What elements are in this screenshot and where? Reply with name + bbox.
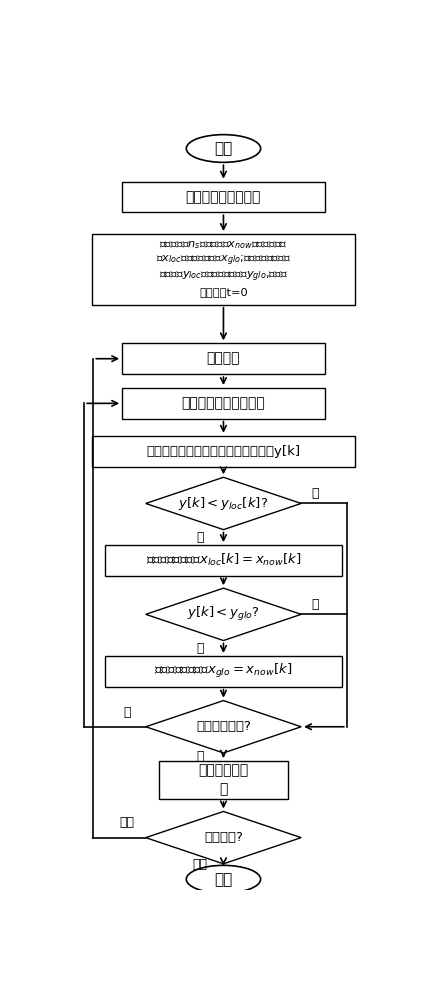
Text: 是: 是 (196, 750, 204, 763)
Text: 更新全局最优位置$x_{glo}=x_{now}[k]$: 更新全局最优位置$x_{glo}=x_{now}[k]$ (154, 662, 293, 680)
Text: 优适应度$y_{loc}$、全局最优适应度$y_{glo}$,初始化: 优适应度$y_{loc}$、全局最优适应度$y_{glo}$,初始化 (159, 269, 288, 284)
Bar (122, 182, 325, 212)
Bar (122, 343, 325, 374)
Text: 是: 是 (196, 531, 204, 544)
Text: 粒子遍历完成?: 粒子遍历完成? (196, 720, 251, 733)
Text: 是: 是 (196, 642, 204, 655)
Text: 否: 否 (311, 598, 318, 611)
Text: 收敛: 收敛 (192, 858, 207, 871)
Text: 完成: 完成 (215, 872, 232, 887)
Ellipse shape (186, 135, 261, 162)
Bar (92, 436, 355, 467)
Bar (105, 545, 342, 576)
Polygon shape (146, 588, 301, 641)
Ellipse shape (186, 865, 261, 893)
Polygon shape (146, 701, 301, 753)
Bar (92, 234, 355, 305)
Text: $y[k]<y_{loc}[k]$?: $y[k]<y_{loc}[k]$? (178, 495, 269, 512)
Text: 否: 否 (311, 487, 318, 500)
Text: 迭代次数t=0: 迭代次数t=0 (199, 287, 248, 297)
Text: 置$x_{loc}$、全局最优位置$x_{glo}$;计算并保存个体最: 置$x_{loc}$、全局最优位置$x_{glo}$;计算并保存个体最 (156, 254, 291, 268)
Text: 初始化种群$n_s$、当前位置$x_{now}$、个体最优位: 初始化种群$n_s$、当前位置$x_{now}$、个体最优位 (159, 239, 288, 251)
Text: 依次逐个遍历种群粒子: 依次逐个遍历种群粒子 (181, 396, 266, 410)
Text: $y[k]<y_{glo}$?: $y[k]<y_{glo}$? (187, 605, 260, 623)
Polygon shape (146, 811, 301, 864)
Text: 迭代: 迭代 (119, 816, 135, 829)
Text: 计算粒子新位
置: 计算粒子新位 置 (198, 764, 249, 796)
Text: 开始: 开始 (215, 141, 232, 156)
Text: 收敛情况?: 收敛情况? (204, 831, 243, 844)
Bar (105, 656, 342, 687)
Bar (159, 761, 288, 799)
Text: 种群迭代: 种群迭代 (207, 352, 240, 366)
Text: 载入数据、建立模型: 载入数据、建立模型 (186, 190, 261, 204)
Bar (122, 388, 325, 419)
Text: 更新个体最优位置$x_{loc}[k]=x_{now}[k]$: 更新个体最优位置$x_{loc}[k]=x_{now}[k]$ (146, 552, 301, 568)
Polygon shape (146, 477, 301, 530)
Text: 计算适应度函数得到粒子当前适应度y[k]: 计算适应度函数得到粒子当前适应度y[k] (146, 445, 300, 458)
Text: 否: 否 (123, 706, 131, 719)
